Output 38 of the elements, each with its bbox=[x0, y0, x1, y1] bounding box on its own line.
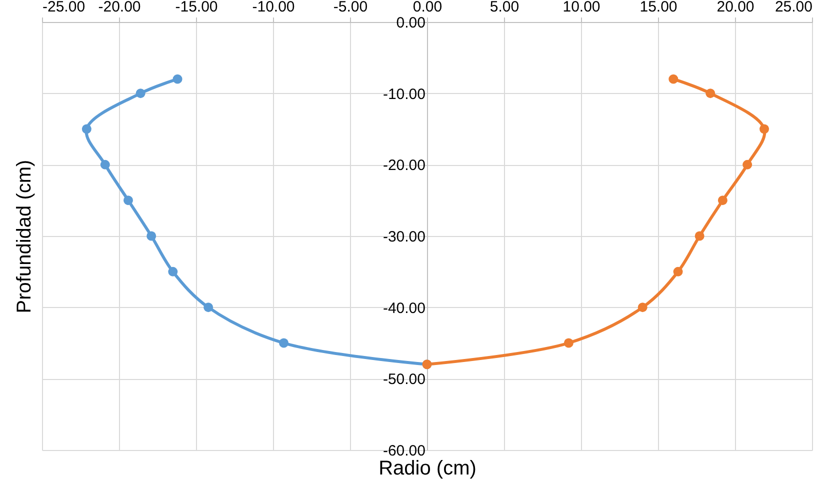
x-tick-label: -15.00 bbox=[175, 0, 218, 16]
y-tick-label: -20.00 bbox=[382, 157, 426, 174]
point bbox=[564, 338, 574, 348]
x-tick-label: -25.00 bbox=[42, 0, 86, 16]
point bbox=[760, 124, 770, 134]
x-tick-label: 25.00 bbox=[774, 0, 812, 16]
point bbox=[172, 74, 182, 84]
point bbox=[204, 302, 214, 312]
y-tick-label: -30.00 bbox=[382, 228, 426, 246]
x-tick-label: 10.00 bbox=[562, 0, 600, 16]
point bbox=[694, 231, 704, 241]
y-tick-label: -40.00 bbox=[382, 300, 426, 317]
point bbox=[742, 160, 752, 170]
point bbox=[136, 88, 146, 98]
point bbox=[146, 231, 156, 241]
point bbox=[668, 74, 678, 84]
point bbox=[168, 266, 178, 276]
point bbox=[638, 302, 648, 312]
point bbox=[706, 88, 716, 98]
x-tick-label: -20.00 bbox=[98, 0, 141, 16]
y-axis-title: Profundidad (cm) bbox=[14, 160, 36, 314]
point bbox=[279, 338, 289, 348]
point bbox=[718, 196, 728, 206]
x-tick-label: 15.00 bbox=[640, 0, 678, 16]
y-tick-label: 0.00 bbox=[396, 14, 426, 32]
x-tick-label: -5.00 bbox=[333, 0, 368, 16]
point bbox=[82, 124, 92, 134]
y-tick-label: -50.00 bbox=[382, 371, 426, 388]
point bbox=[673, 266, 683, 276]
x-tick-label: 5.00 bbox=[490, 0, 520, 16]
y-tick-label: -10.00 bbox=[382, 86, 426, 103]
x-axis-title: Radio (cm) bbox=[378, 458, 476, 480]
point bbox=[100, 160, 110, 170]
x-tick-label: 0.00 bbox=[412, 0, 442, 16]
x-tick-label: 20.00 bbox=[716, 0, 754, 16]
x-tick-label: -10.00 bbox=[252, 0, 295, 16]
y-tick-label: -60.00 bbox=[382, 442, 426, 460]
point bbox=[123, 196, 133, 206]
